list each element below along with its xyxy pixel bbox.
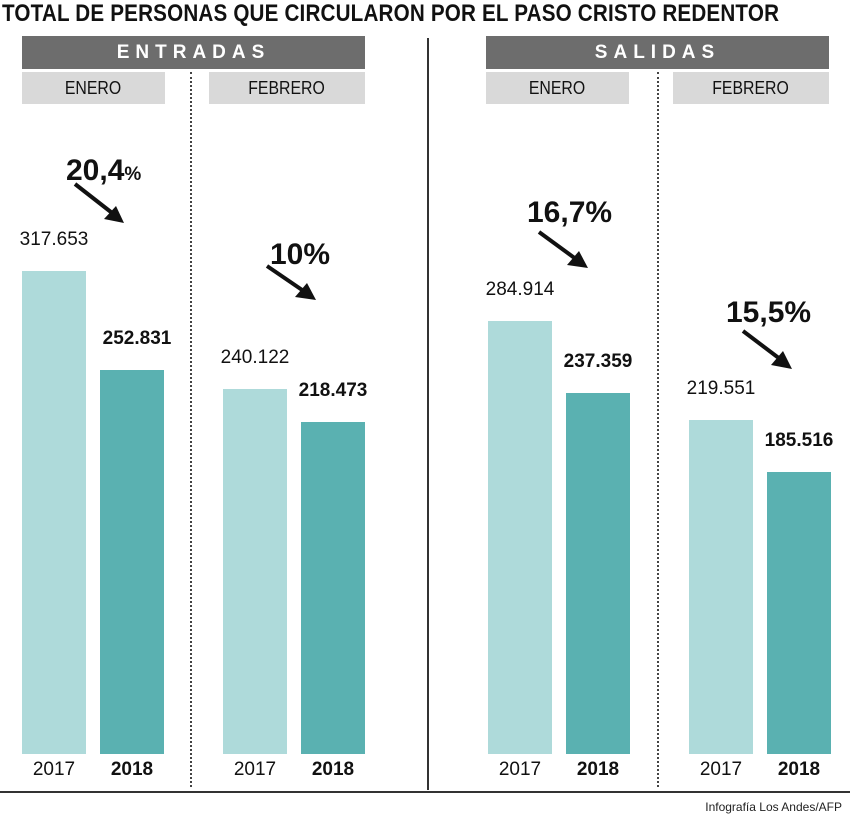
year-label-2017: 2017 <box>233 759 277 780</box>
month-band-entradas-febrero: FEBRERO <box>209 72 365 104</box>
down-arrow-icon <box>73 182 124 223</box>
month-band-salidas-enero: ENERO <box>486 72 629 104</box>
section-divider <box>427 38 429 790</box>
year-label-2017: 2017 <box>699 759 743 780</box>
bar-salidas-febrero-2018 <box>767 471 831 754</box>
bar-salidas-febrero-2017 <box>689 420 753 754</box>
bar-salidas-enero-2017 <box>488 320 552 754</box>
year-label-2018: 2018 <box>777 759 821 780</box>
value-label-salidas-febrero-2018: 185.516 <box>764 429 834 451</box>
month-label: FEBRERO <box>248 78 326 98</box>
change-label-salidas-febrero: 15,5% <box>726 296 812 329</box>
month-label: ENERO <box>65 78 122 98</box>
down-arrow-icon <box>537 230 588 268</box>
year-label-2018: 2018 <box>576 759 620 780</box>
value-label-entradas-enero-2017: 317.653 <box>19 229 89 250</box>
bar-entradas-enero-2017 <box>22 271 86 754</box>
month-label: FEBRERO <box>712 78 790 98</box>
down-arrow-icon <box>741 329 792 369</box>
value-label-entradas-febrero-2017: 240.122 <box>220 346 290 368</box>
baseline <box>0 791 850 793</box>
month-band-entradas-enero: ENERO <box>22 72 165 104</box>
month-divider <box>190 72 192 787</box>
month-label: ENERO <box>529 78 586 98</box>
change-label-salidas-enero: 16,7% <box>527 196 613 229</box>
section-band-entradas: ENTRADAS <box>22 36 365 69</box>
change-label-entradas-febrero: 10% <box>270 238 331 271</box>
value-label-salidas-febrero-2017: 219.551 <box>686 378 756 400</box>
value-label-entradas-enero-2018: 252.831 <box>102 327 172 349</box>
bar-salidas-enero-2018 <box>566 393 630 754</box>
bar-entradas-febrero-2018 <box>301 421 365 754</box>
year-label-2017: 2017 <box>498 759 542 780</box>
year-label-2017: 2017 <box>32 759 76 780</box>
bar-entradas-enero-2018 <box>100 369 164 754</box>
chart-title: TOTAL DE PERSONAS QUE CIRCULARON POR EL … <box>2 0 780 27</box>
year-label-2018: 2018 <box>311 759 355 780</box>
value-label-entradas-febrero-2018: 218.473 <box>298 379 368 401</box>
change-value: 20,4 <box>66 154 125 187</box>
year-label-2018: 2018 <box>110 759 154 780</box>
down-arrow-icon <box>265 264 316 300</box>
source-credit: Infografía Los Andes/AFP <box>705 800 842 814</box>
change-percent-sign: % <box>124 164 142 185</box>
section-band-salidas: SALIDAS <box>486 36 829 69</box>
value-label-salidas-enero-2017: 284.914 <box>485 278 555 300</box>
change-label-entradas-enero: 20,4% <box>66 154 141 188</box>
month-divider <box>657 72 659 787</box>
value-label-salidas-enero-2018: 237.359 <box>563 351 633 373</box>
bar-entradas-febrero-2017 <box>223 388 287 754</box>
month-band-salidas-febrero: FEBRERO <box>673 72 829 104</box>
